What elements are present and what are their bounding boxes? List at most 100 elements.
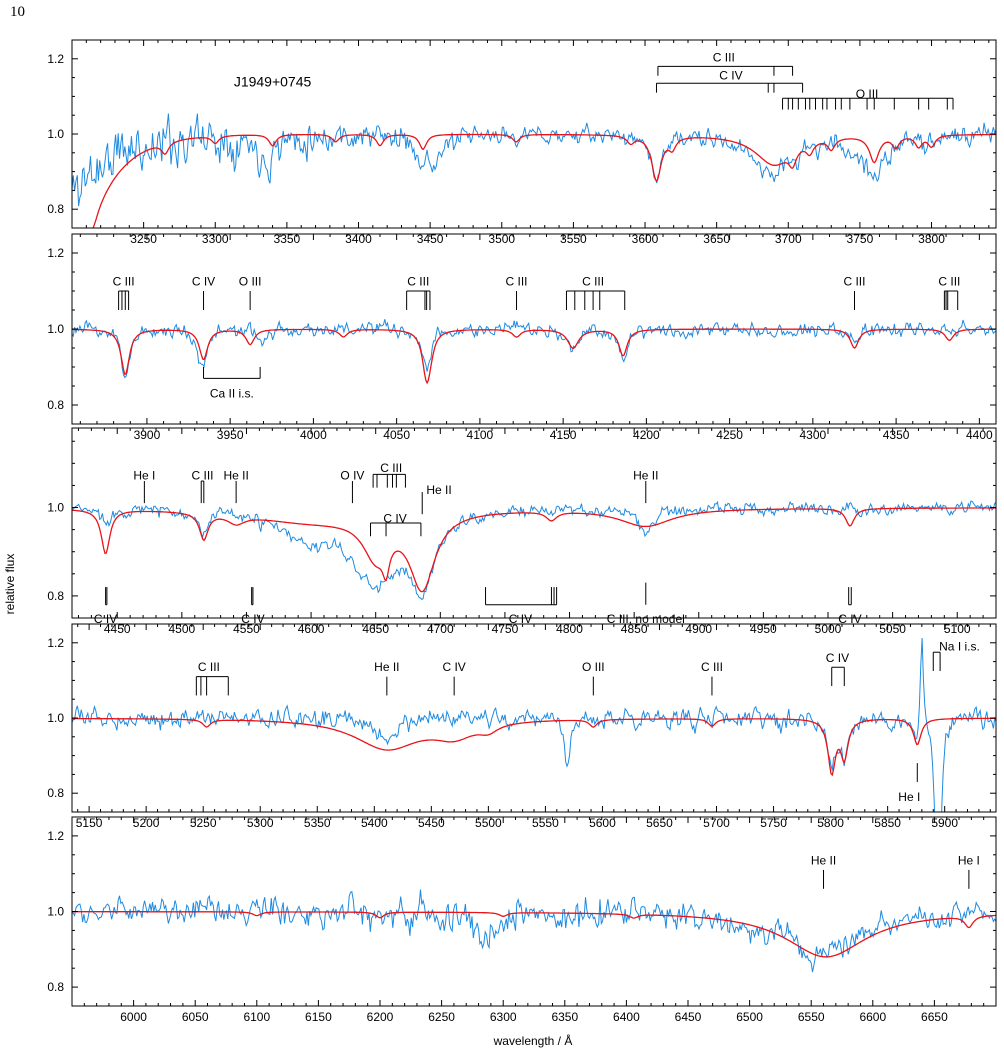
line-id-label: C IV	[94, 612, 117, 626]
x-tick-label: 5800	[817, 816, 844, 830]
line-id-label: C III	[713, 51, 735, 65]
line-id-marker: O III	[582, 660, 605, 696]
x-tick-label: 4600	[298, 622, 325, 636]
x-tick-label: 3450	[417, 232, 444, 246]
y-tick-label: 1.0	[47, 711, 64, 725]
x-tick-label: 5500	[475, 816, 502, 830]
x-tick-label: 4900	[685, 622, 712, 636]
model-spectrum-line-4	[72, 717, 996, 777]
x-axis-label: wavelength / Å	[493, 1034, 573, 1048]
x-tick-label: 5750	[760, 816, 787, 830]
line-id-marker: C III	[938, 275, 960, 310]
line-id-label: He I	[133, 469, 155, 483]
line-id-label: C III	[407, 275, 429, 289]
line-id-marker: Ca II i.s.	[203, 367, 261, 401]
y-tick-label: 0.8	[47, 980, 64, 994]
observed-spectrum-line-3	[72, 500, 996, 601]
x-tick-label: 5250	[190, 816, 217, 830]
object-label: J1949+0745	[234, 73, 312, 89]
panel-frame	[71, 427, 997, 619]
x-tick-label: 5200	[133, 816, 160, 830]
x-tick-label: 4200	[633, 428, 660, 442]
x-tick-label: 3500	[488, 232, 515, 246]
y-tick-label: 1.2	[47, 246, 64, 260]
line-id-label: C III	[192, 469, 214, 483]
x-tick-label: 4550	[233, 622, 260, 636]
x-tick-label: 5000	[815, 622, 842, 636]
y-tick-label: 1.2	[47, 52, 64, 66]
line-id-label: C IV	[383, 512, 406, 526]
x-tick-label: 3300	[202, 232, 229, 246]
y-tick-label: 1.0	[47, 322, 64, 336]
line-id-marker: He I	[898, 763, 920, 804]
observed-spectrum-line-5	[72, 889, 996, 973]
x-tick-label: 5650	[646, 816, 673, 830]
page-number: 10	[10, 4, 25, 20]
panel-1: 3250 3300 3350 3400 3450 3500 3550 3600 3650 3700…	[47, 39, 997, 246]
x-tick-label: 4250	[716, 428, 743, 442]
line-id-marker: O IV	[340, 469, 364, 504]
line-id-marker: Na I i.s.	[932, 640, 980, 671]
line-id-label: O III	[582, 660, 605, 674]
x-tick-label: 4050	[383, 428, 410, 442]
line-id-marker: He I	[133, 469, 155, 504]
x-tick-label: 6100	[243, 1010, 270, 1024]
line-id-label: C IV	[241, 612, 264, 626]
y-tick-label: 1.0	[47, 905, 64, 919]
line-id-marker: He II	[374, 660, 400, 696]
x-tick-label: 5100	[944, 622, 971, 636]
y-tick-label: 1.0	[47, 501, 64, 515]
x-tick-label: 5850	[874, 816, 901, 830]
x-tick-label: 3550	[560, 232, 587, 246]
line-id-label: He I	[898, 790, 920, 804]
x-tick-label: 4400	[966, 428, 993, 442]
line-id-label: He II	[374, 660, 399, 674]
y-tick-label: 1.0	[47, 127, 64, 141]
x-tick-label: 4000	[300, 428, 327, 442]
model-spectrum-line-2	[72, 328, 996, 385]
line-id-marker: C III	[565, 275, 626, 310]
line-id-marker: C III	[657, 51, 794, 76]
line-id-label: C IV	[838, 612, 861, 626]
panel-3: 4450 4500 4550 4600 4650 4700 4750 4800 4850 4900…	[47, 427, 997, 636]
x-tick-label: 3800	[918, 232, 945, 246]
panel-5: 6000 6050 6100 6150 6200 6250 6300 6350 6400 6450…	[47, 816, 997, 1024]
x-tick-label: 4300	[800, 428, 827, 442]
x-tick-label: 6200	[367, 1010, 394, 1024]
line-id-label: He II	[811, 853, 836, 867]
line-id-marker: C IV	[241, 587, 265, 626]
line-id-label: O III	[856, 87, 879, 101]
x-tick-label: 4450	[104, 622, 131, 636]
line-id-label: He II	[426, 483, 451, 497]
x-tick-label: 4950	[750, 622, 777, 636]
line-id-label: C III, no model	[607, 612, 685, 626]
x-tick-label: 6050	[182, 1010, 209, 1024]
x-tick-label: 5150	[76, 816, 103, 830]
line-id-label: C III	[582, 275, 604, 289]
line-id-marker: C IV	[192, 275, 215, 310]
y-tick-label: 0.8	[47, 589, 64, 603]
line-id-label: C IV	[719, 69, 742, 83]
line-id-marker: C IV	[485, 587, 558, 626]
x-tick-label: 4650	[362, 622, 389, 636]
panel-frame	[71, 39, 997, 229]
x-tick-label: 6300	[490, 1010, 517, 1024]
line-id-label: C III	[843, 275, 865, 289]
x-tick-label: 4150	[550, 428, 577, 442]
y-tick-label: 1.2	[47, 829, 64, 843]
x-tick-label: 4500	[168, 622, 195, 636]
line-id-marker: C III	[701, 660, 723, 696]
panel-2: 3900 3950 4000 4050 4100 4150 4200 4250 4300 4350…	[47, 233, 997, 442]
x-tick-label: 3750	[847, 232, 874, 246]
line-id-label: Ca II i.s.	[210, 387, 254, 401]
model-spectrum-line-1	[92, 133, 996, 228]
x-tick-label: 5550	[532, 816, 559, 830]
x-tick-label: 6150	[305, 1010, 332, 1024]
x-tick-label: 4750	[492, 622, 519, 636]
x-tick-label: 6400	[613, 1010, 640, 1024]
line-id-label: O IV	[340, 469, 364, 483]
x-tick-label: 5300	[247, 816, 274, 830]
line-id-label: C IV	[826, 651, 849, 665]
x-tick-label: 4100	[467, 428, 494, 442]
x-tick-label: 3600	[632, 232, 659, 246]
